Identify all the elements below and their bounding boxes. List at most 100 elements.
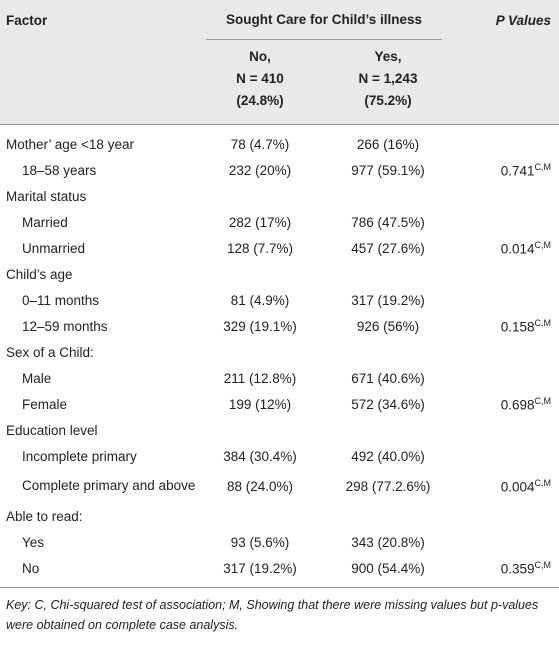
no-cell: [196, 503, 324, 529]
table-row: Sex of a Child:: [0, 339, 559, 365]
factor-cell: Married: [22, 214, 68, 230]
table-row: Complete primary and above 88 (24.0%) 298 …: [0, 469, 559, 503]
factor-cell: Sex of a Child:: [6, 344, 94, 360]
factor-cell: Yes: [22, 534, 45, 550]
header-yes-line: Yes,: [374, 49, 402, 64]
no-cell: 211 (12.8%): [223, 370, 297, 386]
yes-cell: 298 (77.2.6%): [345, 478, 431, 494]
factor-cell: 18–58 years: [22, 162, 97, 178]
table-row: Child’s age: [0, 261, 559, 287]
table-row: Yes 93 (5.6%) 343 (20.8%): [0, 529, 559, 555]
yes-cell: [324, 183, 452, 209]
header-p-text: P Values: [495, 12, 551, 28]
yes-cell: 977 (59.1%): [351, 162, 425, 178]
p-value: 0.158: [500, 319, 535, 335]
factor-cell: 0–11 months: [22, 292, 100, 308]
factor-cell: No: [22, 560, 40, 576]
no-cell: [196, 261, 324, 287]
header-no: No, N = 410 (24.8%): [196, 40, 324, 125]
table-row: Married 282 (17%) 786 (47.5%): [0, 209, 559, 235]
yes-cell: 786 (47.5%): [351, 214, 425, 230]
no-cell: 78 (4.7%): [230, 136, 290, 152]
p-cell: 0.004C,M: [452, 469, 559, 503]
p-cell: 0.158C,M: [452, 313, 559, 339]
factor-cell: Able to read:: [6, 508, 83, 524]
yes-cell: 492 (40.0%): [351, 448, 425, 464]
p-cell: [452, 339, 559, 365]
header-p: P Values: [452, 0, 559, 40]
no-cell: 329 (19.1%): [223, 318, 297, 334]
yes-cell: [324, 339, 452, 365]
factor-cell: Education level: [6, 422, 98, 438]
yes-cell: 671 (40.6%): [351, 370, 425, 386]
yes-cell: 343 (20.8%): [351, 534, 425, 550]
p-cell: [452, 209, 559, 235]
table-row: Education level: [0, 417, 559, 443]
table-row: Female 199 (12%) 572 (34.6%) 0.698C,M: [0, 391, 559, 417]
p-cell: [452, 261, 559, 287]
no-cell: 81 (4.9%): [230, 292, 290, 308]
p-cell: [452, 183, 559, 209]
p-value: 0.004: [500, 479, 535, 495]
table-row: Mother’ age <18 year 78 (4.7%) 266 (16%): [0, 125, 559, 158]
p-cell: [452, 287, 559, 313]
p-superscript: C,M: [534, 317, 552, 328]
yes-cell: 457 (27.6%): [351, 240, 425, 256]
no-cell: 232 (20%): [228, 162, 292, 178]
yes-cell: 317 (19.2%): [351, 292, 425, 308]
p-value: 0.698: [500, 397, 535, 413]
no-cell: 128 (7.7%): [226, 240, 294, 256]
table-row: Incomplete primary 384 (30.4%) 492 (40.0%): [0, 443, 559, 469]
table-row: 18–58 years 232 (20%) 977 (59.1%) 0.741C,M: [0, 157, 559, 183]
no-cell: 199 (12%): [228, 396, 292, 412]
table-row: 12–59 months 329 (19.1%) 926 (56%) 0.158C,M: [0, 313, 559, 339]
p-superscript: C,M: [534, 559, 552, 570]
yes-cell: 266 (16%): [356, 136, 420, 152]
yes-cell: [324, 261, 452, 287]
header-sought: Sought Care for Child’s illness: [196, 0, 452, 40]
header-no-line: No,: [249, 49, 271, 64]
p-value: 0.741: [500, 163, 535, 179]
p-cell: [452, 503, 559, 529]
yes-cell: 900 (54.4%): [351, 560, 425, 576]
p-superscript: C,M: [534, 239, 552, 250]
no-cell: 93 (5.6%): [230, 534, 290, 550]
header-yes: Yes, N = 1,243 (75.2%): [324, 40, 452, 125]
p-value: 0.014: [500, 241, 535, 257]
factor-cell: Child’s age: [6, 266, 73, 282]
no-cell: [196, 183, 324, 209]
table-row: No 317 (19.2%) 900 (54.4%) 0.359C,M: [0, 555, 559, 588]
yes-cell: 572 (34.6%): [351, 396, 425, 412]
p-cell: [452, 125, 559, 158]
factor-cell: Female: [22, 396, 68, 412]
header-yes-line: (75.2%): [364, 93, 412, 108]
header-factor: Factor: [6, 12, 48, 28]
p-superscript: C,M: [534, 161, 552, 172]
table-row: Male 211 (12.8%) 671 (40.6%): [0, 365, 559, 391]
p-cell: 0.359C,M: [452, 555, 559, 588]
factor-cell: Incomplete primary: [22, 448, 137, 464]
header-sought-text: Sought Care for Child’s illness: [206, 1, 442, 40]
table-row: 0–11 months 81 (4.9%) 317 (19.2%): [0, 287, 559, 313]
table-row: Able to read:: [0, 503, 559, 529]
factor-cell: Complete primary and above: [22, 478, 196, 493]
table-body: Mother’ age <18 year 78 (4.7%) 266 (16%) 18…: [0, 124, 559, 588]
table-row: Marital status: [0, 183, 559, 209]
data-table: Factor Sought Care for Child’s illness P…: [0, 0, 559, 588]
p-value: 0.359: [500, 561, 535, 577]
table-key: Key: C, Chi-squared test of association;…: [6, 598, 539, 632]
p-cell: 0.698C,M: [452, 391, 559, 417]
no-cell: 282 (17%): [228, 214, 292, 230]
header-no-line: N = 410: [236, 71, 284, 86]
p-cell: [452, 443, 559, 469]
no-cell: [196, 417, 324, 443]
factor-cell: Mother’ age <18 year: [6, 136, 134, 152]
no-cell: 88 (24.0%): [226, 478, 294, 494]
p-superscript: C,M: [534, 477, 552, 488]
header-yes-line: N = 1,243: [358, 71, 418, 86]
p-cell: [452, 365, 559, 391]
yes-cell: [324, 503, 452, 529]
yes-cell: 926 (56%): [356, 318, 420, 334]
factor-cell: 12–59 months: [22, 318, 108, 334]
